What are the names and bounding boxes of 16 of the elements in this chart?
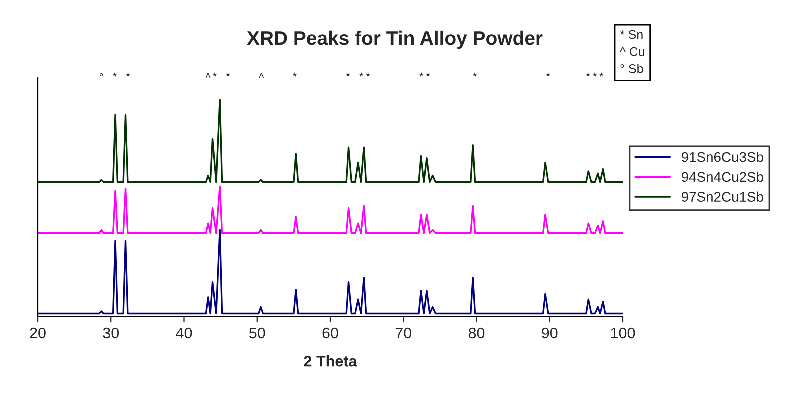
x-tick-label: 40 [176, 328, 192, 339]
chart-title: XRD Peaks for Tin Alloy Powder [247, 30, 543, 50]
x-tick-label: 90 [542, 328, 558, 339]
x-tick-label: 50 [249, 328, 266, 339]
x-tick-label: 100 [611, 328, 636, 339]
x-tick-label: 60 [322, 328, 338, 339]
x-tick-label: 80 [468, 328, 485, 339]
legend-label: 91Sn6Cu3Sb [682, 152, 764, 162]
x-tick-label: 20 [30, 328, 46, 339]
legend-label: 94Sn4Cu2Sb [682, 172, 764, 182]
text: ° * * ^* * ^ * * ** ** * * *** [100, 72, 604, 78]
x-axis-title: 2 Theta [304, 356, 358, 367]
x-tick-label: 30 [103, 328, 120, 339]
x-tick-label: 70 [396, 328, 412, 339]
text: * Sn ^ Cu ° Sb [620, 30, 644, 74]
legend-label: 97Sn2Cu1Sb [682, 192, 764, 202]
